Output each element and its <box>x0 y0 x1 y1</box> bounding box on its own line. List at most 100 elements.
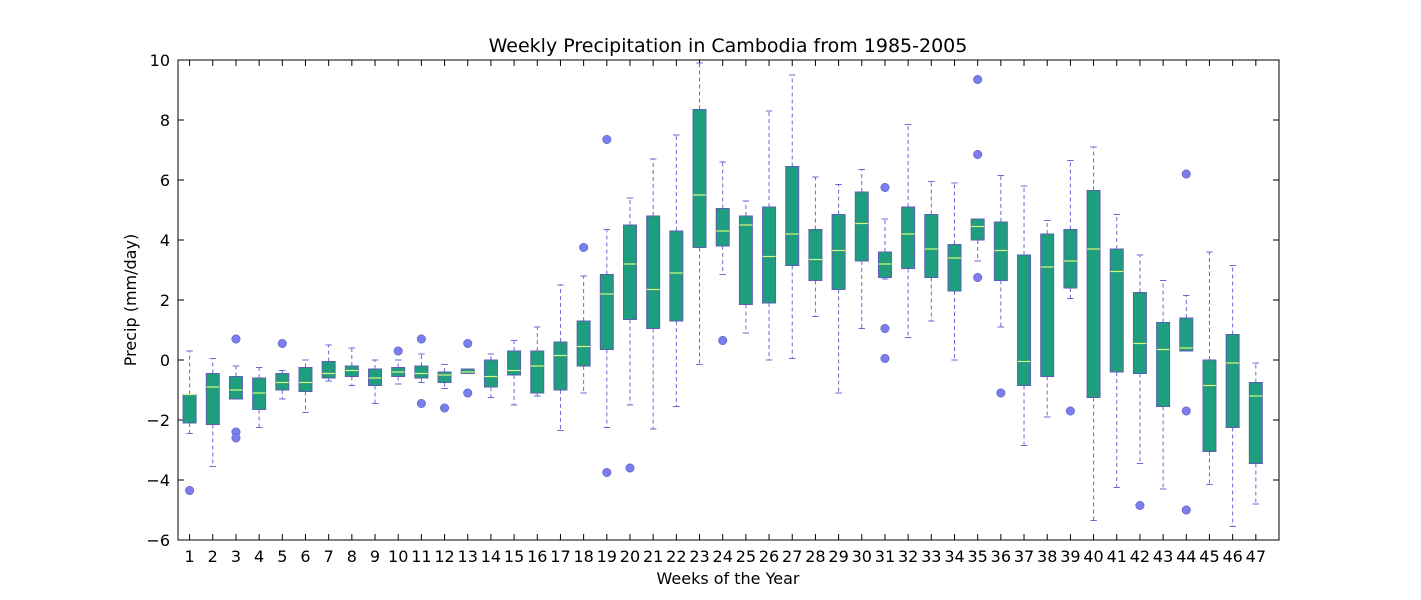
box-week-31 <box>877 183 892 363</box>
x-tick-label: 5 <box>277 547 287 566</box>
box-week-33 <box>924 181 939 322</box>
x-tick-label: 29 <box>828 547 848 566</box>
x-tick-label: 8 <box>347 547 357 566</box>
outlier-point <box>996 388 1006 398</box>
outlier-point <box>579 243 589 253</box>
x-tick-label: 45 <box>1199 547 1219 566</box>
box-week-11 <box>414 334 429 408</box>
outlier-point <box>880 353 890 363</box>
outlier-point <box>880 323 890 333</box>
outlier-point <box>1065 406 1075 416</box>
x-tick-label: 35 <box>967 547 987 566</box>
y-tick-label: 0 <box>160 351 170 370</box>
box-iqr <box>738 215 753 305</box>
box-week-40 <box>1086 146 1101 521</box>
box-iqr <box>437 371 452 383</box>
x-tick-label: 37 <box>1014 547 1034 566</box>
x-tick-label: 41 <box>1107 547 1127 566</box>
box-week-30 <box>854 169 869 329</box>
box-iqr <box>205 373 220 425</box>
box-week-8 <box>344 347 359 386</box>
box-iqr <box>1040 233 1055 377</box>
box-iqr <box>1225 334 1240 428</box>
box-week-9 <box>368 359 383 404</box>
outlier-point <box>1181 505 1191 515</box>
box-iqr <box>1109 248 1124 373</box>
box-week-1 <box>182 350 197 495</box>
box-iqr <box>182 394 197 424</box>
box-iqr <box>1132 292 1147 374</box>
box-iqr <box>970 218 985 241</box>
y-tick-label: 4 <box>160 231 170 250</box>
outlier-point <box>393 346 403 356</box>
box-week-27 <box>785 74 800 359</box>
box-week-28 <box>808 176 823 317</box>
outlier-point <box>973 150 983 160</box>
box-week-18 <box>576 243 591 394</box>
box-iqr <box>901 206 916 269</box>
outlier-point <box>973 75 983 85</box>
y-axis-label: Precip (mm/day) <box>121 234 140 366</box>
x-tick-label: 44 <box>1176 547 1196 566</box>
x-tick-label: 27 <box>782 547 802 566</box>
x-tick-label: 9 <box>370 547 380 566</box>
box-week-46 <box>1225 265 1240 527</box>
box-week-35 <box>970 75 985 282</box>
box-week-32 <box>901 124 916 338</box>
x-tick-label: 34 <box>944 547 964 566</box>
x-tick-label: 40 <box>1083 547 1103 566</box>
x-tick-label: 15 <box>504 547 524 566</box>
outlier-point <box>1135 500 1145 510</box>
box-iqr <box>947 244 962 292</box>
x-tick-label: 7 <box>324 547 334 566</box>
x-tick-label: 33 <box>921 547 941 566</box>
box-iqr <box>715 208 730 247</box>
x-tick-label: 10 <box>388 547 408 566</box>
x-tick-label: 26 <box>759 547 779 566</box>
x-tick-label: 21 <box>643 547 663 566</box>
box-iqr <box>298 367 313 392</box>
y-tick-label: −4 <box>146 471 170 490</box>
x-tick-label: 46 <box>1222 547 1242 566</box>
x-tick-label: 12 <box>434 547 454 566</box>
y-tick-label: 6 <box>160 171 170 190</box>
box-week-17 <box>553 284 568 431</box>
x-tick-label: 1 <box>184 547 194 566</box>
box-week-5 <box>275 338 290 400</box>
outlier-point <box>880 183 890 193</box>
outlier-point <box>185 485 195 495</box>
box-iqr <box>1179 317 1194 352</box>
box-week-16 <box>530 326 545 397</box>
x-tick-label: 2 <box>208 547 218 566</box>
box-iqr <box>576 320 591 367</box>
y-tick-label: 8 <box>160 111 170 130</box>
box-iqr <box>622 224 637 320</box>
outlier-point <box>625 463 635 473</box>
x-tick-label: 24 <box>713 547 733 566</box>
x-tick-label: 25 <box>736 547 756 566</box>
outlier-point <box>602 467 612 477</box>
x-tick-label: 16 <box>527 547 547 566</box>
box-iqr <box>1202 359 1217 452</box>
outlier-point <box>602 135 612 145</box>
box-iqr <box>808 229 823 281</box>
box-week-10 <box>391 346 406 385</box>
x-tick-label: 11 <box>411 547 431 566</box>
x-tick-label: 14 <box>481 547 501 566</box>
box-week-39 <box>1063 160 1078 416</box>
box-week-12 <box>437 364 452 413</box>
box-iqr <box>252 377 267 410</box>
box-week-6 <box>298 359 313 413</box>
box-week-34 <box>947 182 962 361</box>
box-week-47 <box>1248 362 1263 505</box>
box-iqr <box>762 206 777 304</box>
x-tick-label: 28 <box>805 547 825 566</box>
outlier-point <box>231 334 241 344</box>
box-iqr <box>1086 190 1101 398</box>
box-iqr <box>414 365 429 379</box>
box-iqr <box>785 166 800 266</box>
box-iqr <box>669 230 684 322</box>
x-tick-label: 42 <box>1130 547 1150 566</box>
